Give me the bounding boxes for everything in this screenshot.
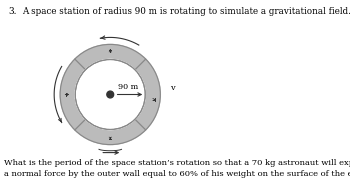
Text: v: v [170, 84, 175, 92]
Text: What is the period of the space station’s rotation so that a 70 kg astronaut wil: What is the period of the space station’… [4, 159, 350, 178]
Text: 3.: 3. [8, 7, 16, 16]
Circle shape [60, 44, 160, 145]
Circle shape [107, 91, 114, 98]
Text: 90 m: 90 m [118, 83, 138, 91]
Circle shape [75, 60, 145, 129]
Circle shape [75, 60, 145, 129]
Text: A space station of radius 90 m is rotating to simulate a gravitational field.: A space station of radius 90 m is rotati… [22, 7, 350, 16]
